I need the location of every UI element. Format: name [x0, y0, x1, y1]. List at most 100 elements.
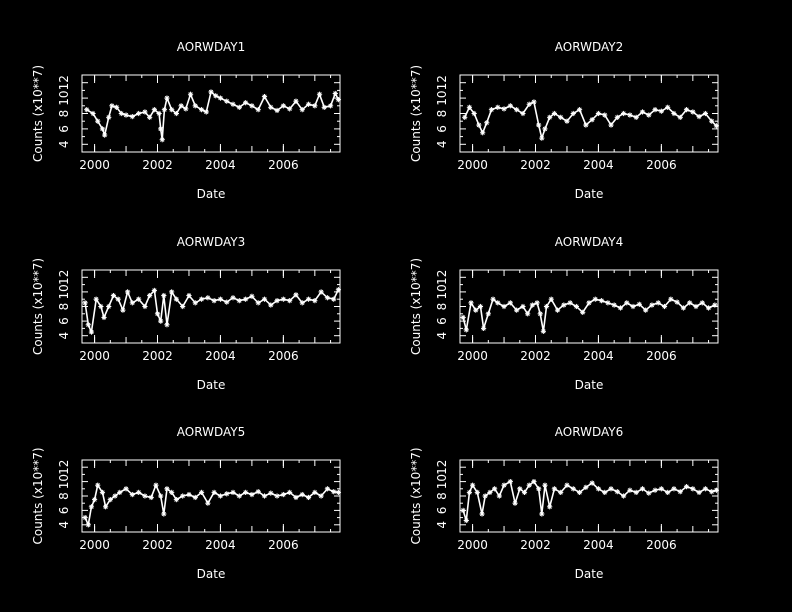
data-point [484, 120, 490, 126]
marker-stroke [218, 95, 223, 101]
marker-stroke [274, 108, 280, 113]
data-point [674, 299, 680, 305]
data-point [299, 300, 305, 306]
marker-stroke [541, 329, 546, 334]
marker-stroke [508, 300, 513, 306]
marker-stroke [89, 504, 94, 509]
marker-stroke [589, 480, 595, 486]
marker-stroke [268, 302, 273, 308]
marker-stroke [646, 112, 651, 118]
marker-stroke [525, 311, 530, 316]
y-tick-label: 4 [57, 332, 71, 340]
marker-stroke [318, 493, 324, 499]
marker-stroke [571, 111, 576, 116]
marker-stroke [178, 103, 184, 108]
data-point [224, 299, 230, 305]
x-tick-label: 2004 [583, 158, 614, 172]
marker-stroke [687, 300, 692, 306]
marker-stroke [152, 107, 157, 112]
marker-stroke [703, 486, 708, 491]
data-point [95, 482, 101, 488]
data-point [173, 497, 179, 503]
marker-stroke [116, 297, 121, 302]
y-tick-label: 10 [435, 90, 449, 105]
marker-stroke [108, 497, 113, 502]
marker-stroke [114, 105, 119, 110]
data-point [709, 489, 715, 495]
y-axis-label: Counts (x10**7) [409, 65, 423, 162]
marker-stroke [522, 490, 527, 495]
marker-stroke [567, 300, 573, 306]
marker-stroke [174, 497, 179, 502]
data-point [129, 491, 135, 498]
data-point [595, 110, 602, 117]
marker-stroke [690, 109, 696, 115]
x-tick-label: 2006 [646, 349, 677, 363]
marker-stroke [147, 115, 152, 120]
marker-stroke [95, 119, 100, 124]
marker-stroke [90, 111, 96, 116]
data-point [576, 107, 583, 113]
marker-stroke [693, 304, 699, 309]
marker-stroke [690, 486, 696, 491]
data-point [249, 103, 255, 109]
marker-stroke [333, 91, 338, 96]
data-point [230, 295, 236, 301]
marker-stroke [552, 486, 557, 491]
data-point [324, 295, 331, 301]
marker-stroke [95, 483, 100, 488]
data-point [243, 100, 249, 106]
y-axis-label: Counts (x10**7) [31, 65, 45, 162]
data-point [573, 303, 580, 310]
marker-stroke [136, 111, 141, 116]
marker-stroke [627, 112, 633, 118]
data-point [477, 303, 484, 310]
marker-stroke [199, 297, 204, 302]
data-point [567, 300, 573, 306]
data-point [274, 298, 280, 304]
y-tick-label: 10 [57, 474, 71, 489]
marker-stroke [224, 99, 229, 104]
data-point [169, 289, 175, 295]
marker-stroke [634, 490, 639, 495]
data-point [106, 114, 112, 120]
x-axis-label: Date [575, 567, 604, 581]
chart-title: AORWDAY4 [555, 235, 623, 249]
y-axis-label: Counts (x10**7) [409, 258, 423, 355]
data-point [161, 107, 168, 113]
data-point [482, 493, 488, 499]
chart-panel-5: AORWDAY5 Date Counts (x10**7) 2000 2002 2004 2… [31, 425, 342, 581]
marker-stroke [237, 298, 242, 303]
data-point [88, 329, 95, 335]
data-point [280, 103, 286, 109]
data-point [129, 113, 135, 120]
data-point [652, 107, 658, 113]
data-point [602, 112, 608, 118]
marker-stroke [293, 495, 299, 500]
data-point [107, 497, 113, 503]
data-point [531, 99, 537, 105]
marker-stroke [652, 488, 658, 493]
marker-stroke [659, 109, 664, 114]
marker-stroke [243, 490, 248, 495]
data-point [173, 296, 179, 302]
data-point [543, 303, 550, 310]
data-point [255, 107, 261, 113]
marker-stroke [508, 479, 513, 484]
data-point [305, 494, 312, 501]
marker-stroke [331, 489, 336, 494]
marker-stroke [615, 489, 620, 494]
marker-stroke [162, 107, 167, 112]
marker-stroke [98, 304, 104, 309]
marker-stroke [482, 493, 488, 499]
data-point [159, 137, 165, 143]
marker-stroke [160, 137, 165, 142]
y-tick-label: 8 [57, 492, 71, 500]
data-point [539, 511, 545, 517]
data-point [187, 91, 194, 97]
marker-stroke [306, 495, 311, 500]
marker-stroke [237, 493, 242, 499]
data-point [683, 107, 690, 113]
data-point [469, 482, 476, 488]
marker-stroke [158, 126, 163, 132]
